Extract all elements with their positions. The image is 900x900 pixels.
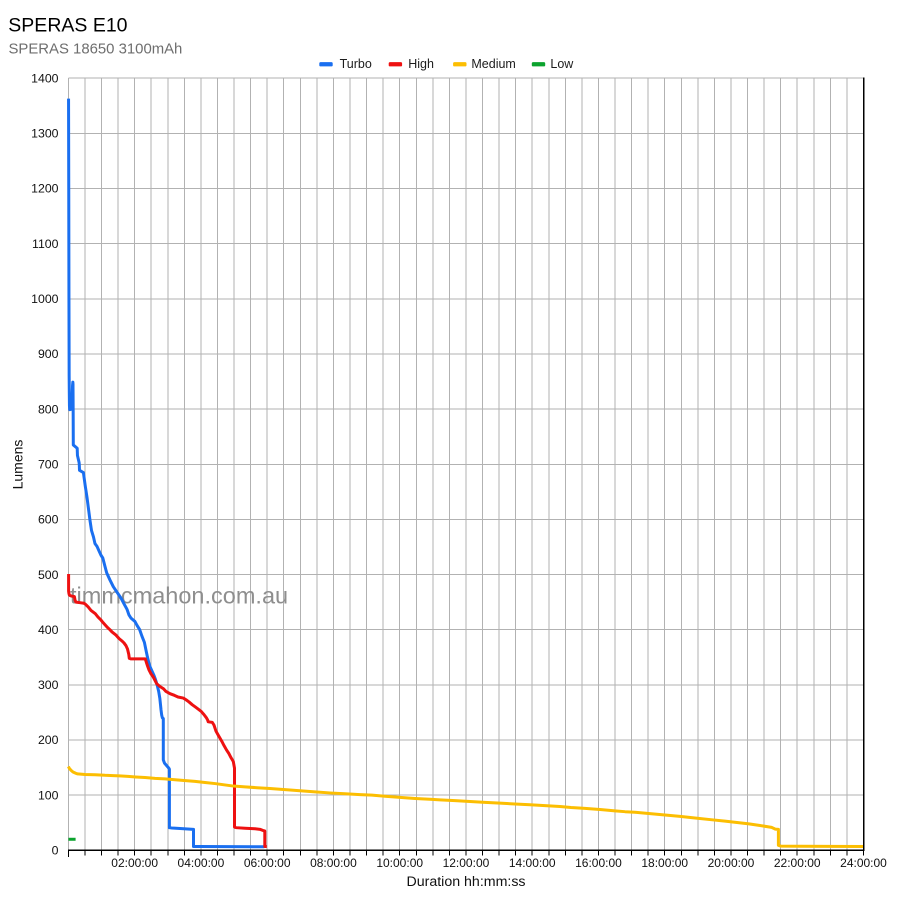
svg-text:800: 800 xyxy=(38,402,59,416)
svg-text:Low: Low xyxy=(550,57,574,71)
svg-text:16:00:00: 16:00:00 xyxy=(575,856,622,870)
svg-text:300: 300 xyxy=(38,678,59,692)
svg-text:06:00:00: 06:00:00 xyxy=(244,856,291,870)
svg-text:Turbo: Turbo xyxy=(340,57,372,71)
svg-text:900: 900 xyxy=(38,347,59,361)
svg-text:08:00:00: 08:00:00 xyxy=(310,856,357,870)
svg-text:1000: 1000 xyxy=(31,292,59,306)
svg-text:0: 0 xyxy=(52,844,59,858)
svg-text:24:00:00: 24:00:00 xyxy=(840,856,887,870)
svg-text:500: 500 xyxy=(38,568,59,582)
svg-text:02:00:00: 02:00:00 xyxy=(111,856,158,870)
svg-text:20:00:00: 20:00:00 xyxy=(708,856,755,870)
svg-text:Medium: Medium xyxy=(471,57,515,71)
svg-text:SPERAS 18650 3100mAh: SPERAS 18650 3100mAh xyxy=(9,42,183,58)
svg-text:1100: 1100 xyxy=(32,237,59,251)
svg-text:600: 600 xyxy=(38,513,59,527)
svg-text:Duration hh:mm:ss: Duration hh:mm:ss xyxy=(406,874,525,890)
svg-text:1200: 1200 xyxy=(31,182,59,196)
svg-text:700: 700 xyxy=(38,457,59,471)
svg-text:Lumens: Lumens xyxy=(10,440,26,490)
svg-text:1400: 1400 xyxy=(31,71,59,85)
svg-text:18:00:00: 18:00:00 xyxy=(641,856,688,870)
svg-text:1300: 1300 xyxy=(31,127,59,141)
svg-text:22:00:00: 22:00:00 xyxy=(774,856,821,870)
svg-text:SPERAS E10: SPERAS E10 xyxy=(8,15,127,37)
svg-text:12:00:00: 12:00:00 xyxy=(443,856,490,870)
svg-text:04:00:00: 04:00:00 xyxy=(178,856,225,870)
svg-text:14:00:00: 14:00:00 xyxy=(509,856,556,870)
svg-text:100: 100 xyxy=(38,788,59,802)
svg-text:High: High xyxy=(408,57,434,71)
svg-text:200: 200 xyxy=(38,733,59,747)
svg-text:timmcmahon.com.au: timmcmahon.com.au xyxy=(70,583,288,609)
svg-text:10:00:00: 10:00:00 xyxy=(376,856,423,870)
svg-text:400: 400 xyxy=(38,623,59,637)
